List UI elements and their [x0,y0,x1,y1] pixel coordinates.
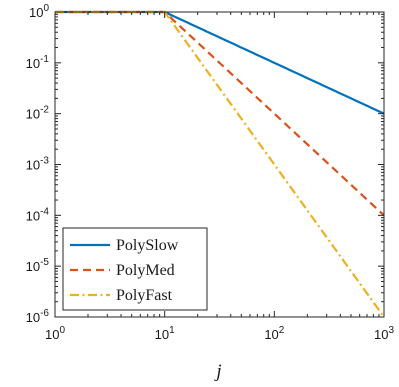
y-tick-label: 10-4 [26,206,50,223]
x-tick-label: 102 [264,325,284,342]
legend: PolySlow PolyMed PolyFast [62,227,208,311]
legend-label-polymed: PolyMed [116,262,175,279]
tick-layer: 100 101 102 103 100 10-1 10-2 10-3 10-4 10-5 10-6 [26,3,395,342]
y-tick-label: 10-3 [26,156,50,173]
x-axis-label: j [213,361,221,382]
x-tick-label: 100 [45,325,65,342]
x-tick-label: 103 [374,325,394,342]
y-tick-label: 10-6 [26,308,50,325]
y-tick-label: 100 [29,3,49,20]
y-tick-label: 10-5 [26,257,50,274]
legend-label-polyfast: PolyFast [116,287,173,304]
y-tick-label: 10-1 [26,54,50,71]
series-line-polymed [55,10,385,217]
y-tick-label: 10-2 [26,105,50,122]
legend-label-polyslow: PolySlow [116,237,179,254]
x-tick-label: 101 [155,325,175,342]
